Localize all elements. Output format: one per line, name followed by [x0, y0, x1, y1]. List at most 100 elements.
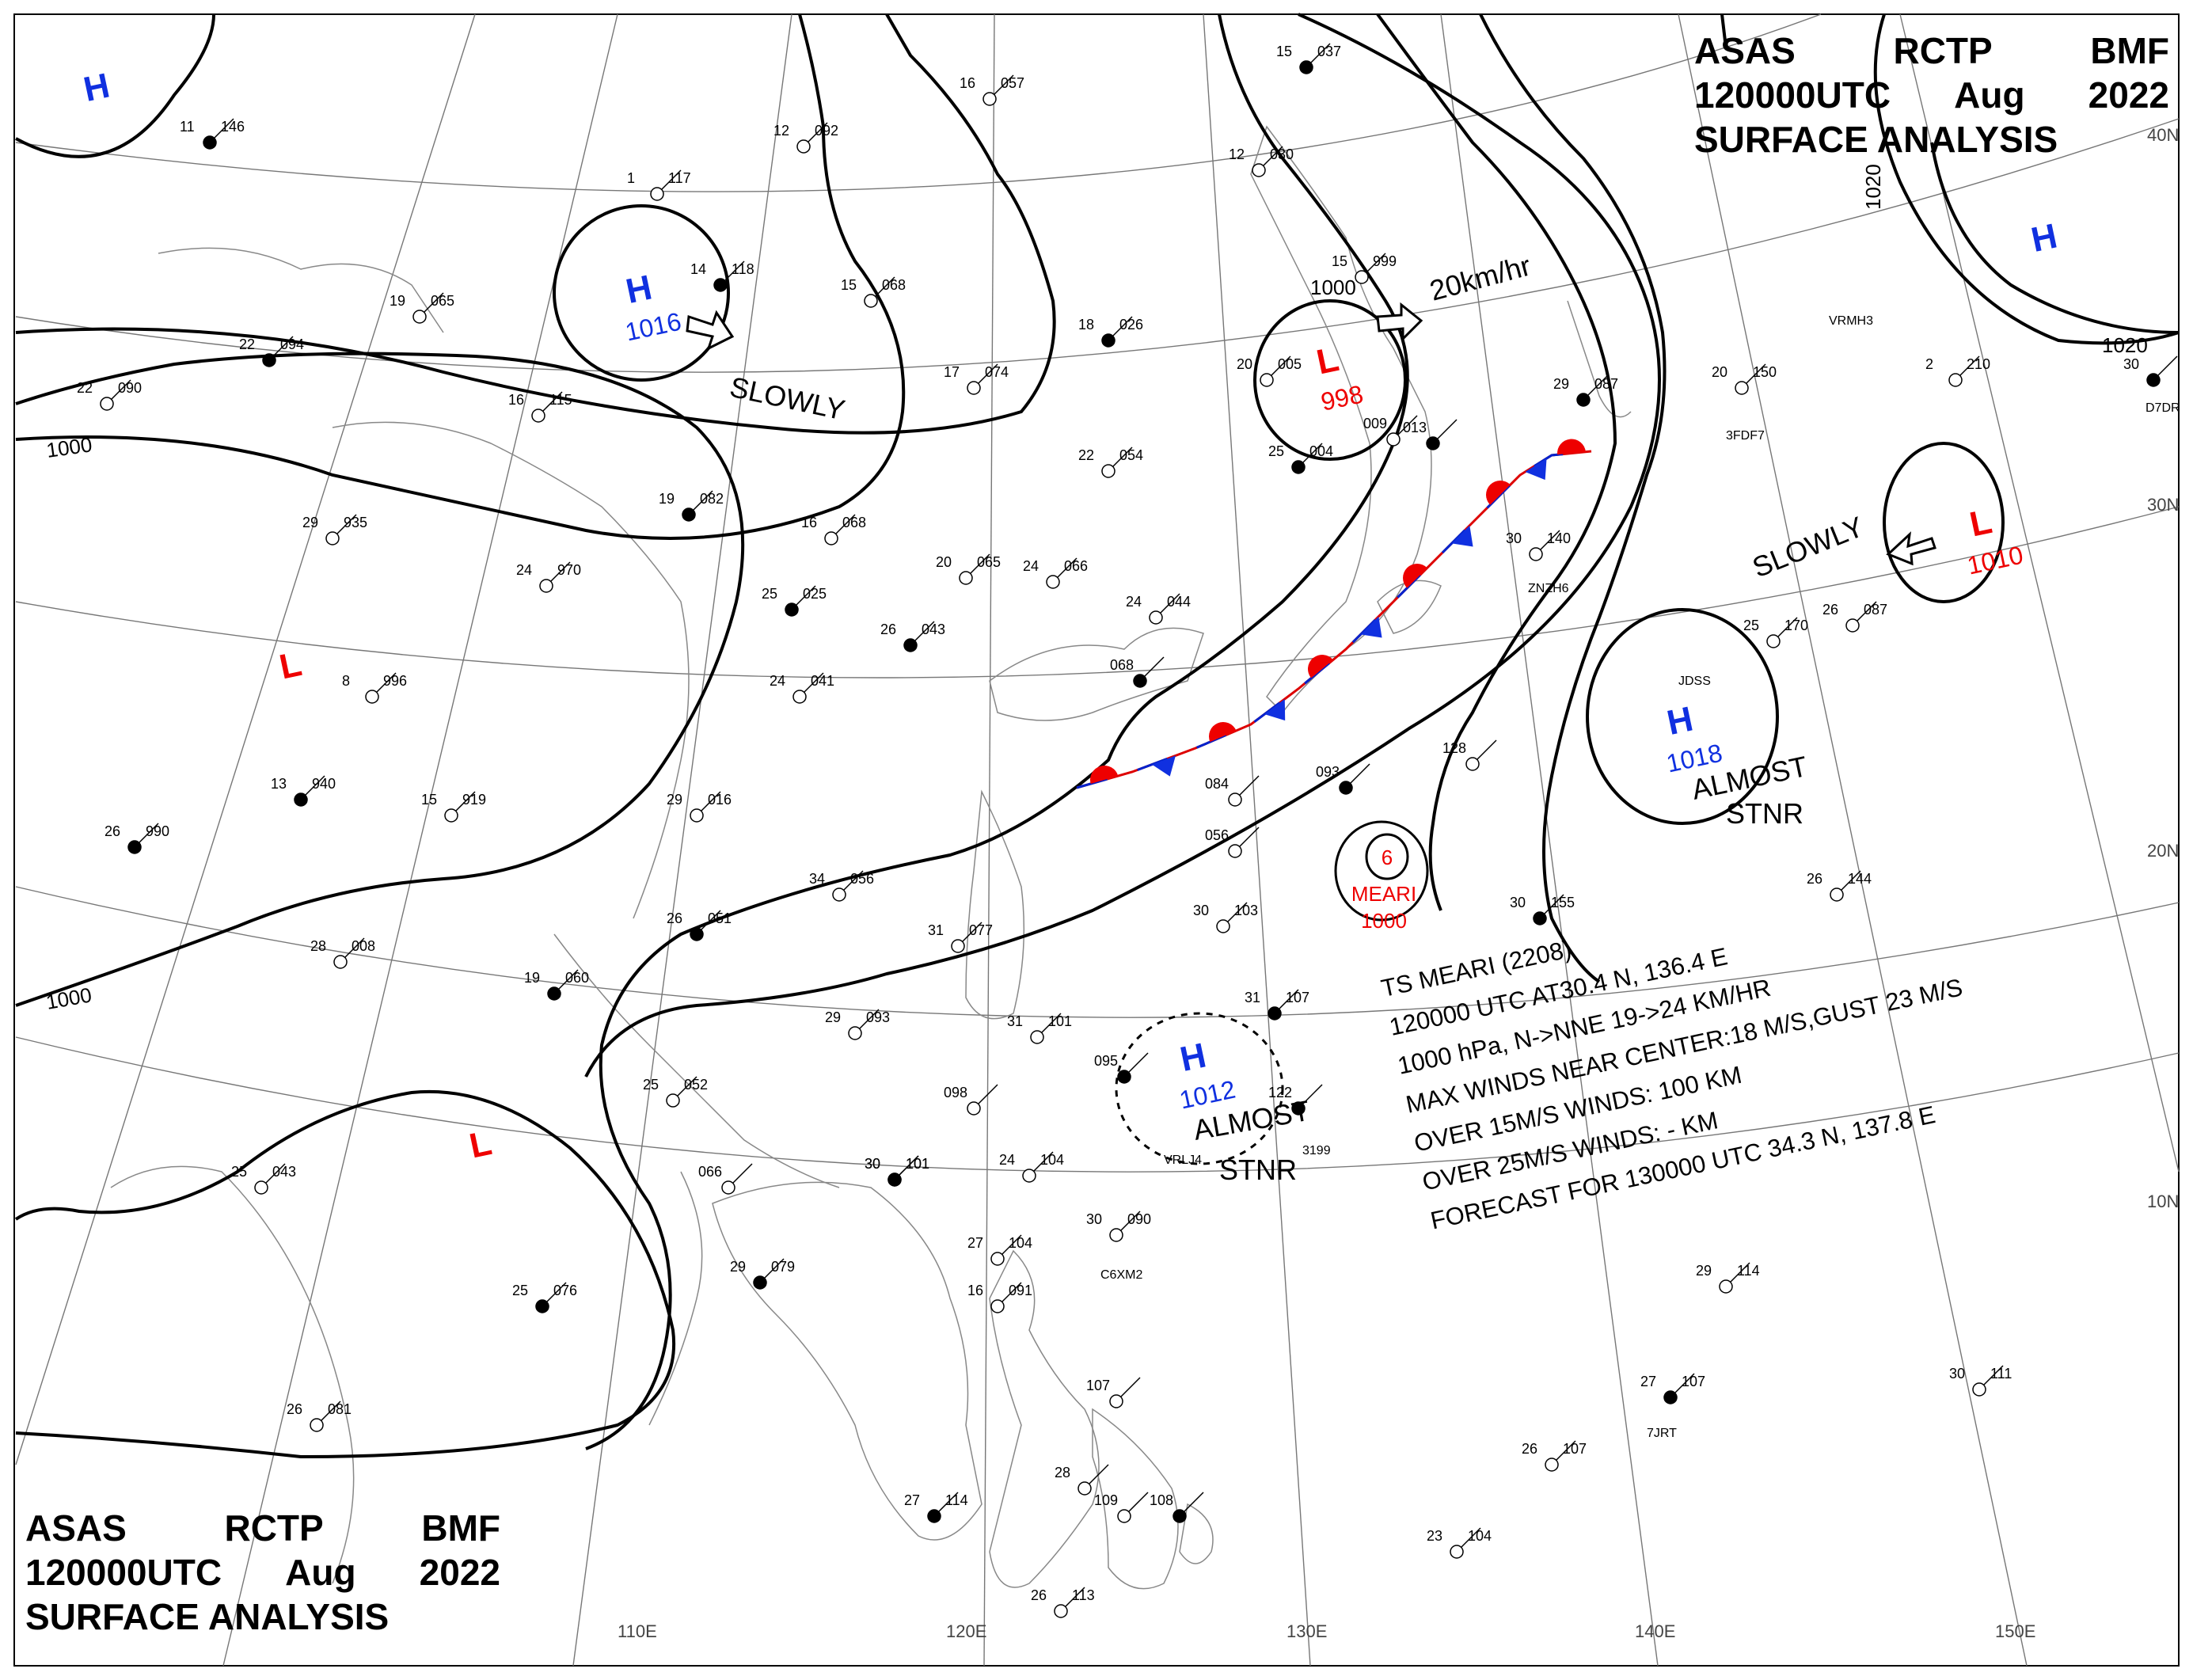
station-pressure: 093 [866, 1009, 890, 1025]
station-temperature: 23 [1427, 1528, 1442, 1544]
station-pressure: 113 [1072, 1587, 1095, 1603]
coast-outline [989, 627, 1204, 721]
typhoon-outer-isobar [1334, 820, 1429, 922]
station-circle [310, 1418, 324, 1432]
station: 068 [1110, 656, 1165, 688]
station-pressure: 030 [1270, 146, 1294, 162]
station-temperature: 27 [967, 1235, 983, 1251]
wind-barb [875, 276, 895, 297]
wind-barb [938, 1492, 959, 1512]
station: 24 044 [1126, 593, 1191, 625]
station-circle [650, 187, 664, 201]
station-circle [2146, 373, 2161, 387]
station-circle [848, 1026, 862, 1040]
station: 16 115 [508, 391, 572, 423]
station-pressure: 068 [882, 277, 906, 293]
station-temperature: 26 [880, 621, 896, 637]
station-pressure: 101 [906, 1156, 929, 1172]
isobar-high-1018 [1586, 608, 1779, 825]
station-pressure: 104 [1040, 1152, 1064, 1168]
coast-outline [648, 1171, 703, 1426]
station-circle [951, 939, 965, 953]
station-pressure: 025 [803, 586, 827, 602]
station-temperature: 29 [667, 792, 682, 808]
station-circle [1386, 432, 1401, 447]
station: 30 [2123, 355, 2178, 387]
station-pressure: 115 [549, 392, 572, 408]
station-circle [1533, 911, 1547, 926]
station: 26 990 [105, 823, 169, 854]
isobar [1479, 13, 1667, 983]
station-pressure: 940 [312, 776, 336, 792]
station-pressure: 111 [1990, 1366, 2012, 1382]
station-pressure: 079 [771, 1259, 795, 1275]
station-circle [1260, 373, 1274, 387]
header-code-3: BMF [2090, 30, 2169, 71]
station-pressure: 056 [850, 871, 874, 887]
wind-barb [376, 672, 397, 693]
station-temperature: 26 [1031, 1587, 1047, 1603]
station-pressure: 999 [1373, 253, 1397, 269]
station-temperature: 2 [1925, 356, 1933, 372]
typhoon-name: MEARI [1351, 882, 1416, 906]
station: 31 107 [1245, 989, 1309, 1021]
isobar [14, 1089, 676, 1459]
longitude-line [15, 13, 476, 1465]
typhoon-symbol: 6 [1382, 846, 1393, 869]
station-temperature: 093 [1316, 764, 1340, 780]
station-temperature: 15 [841, 277, 857, 293]
station: 25 004 [1268, 443, 1333, 474]
station-temperature: 24 [999, 1152, 1015, 1168]
station-temperature: 24 [1023, 558, 1039, 574]
motion-arrow [686, 310, 735, 351]
station: 20 150 [1712, 363, 1777, 395]
wind-barb [808, 122, 828, 143]
longitude-line [1899, 13, 2180, 1173]
ship-id: 7JRT [1647, 1427, 1677, 1440]
wind-barb [804, 672, 824, 693]
ship-id: VRMH3 [1829, 314, 1873, 328]
station-pressure: 004 [1309, 443, 1333, 459]
station-circle [531, 409, 545, 423]
station: 27 114 [904, 1492, 968, 1523]
station-pressure: 140 [1547, 530, 1571, 546]
longitude-line [1678, 13, 2028, 1667]
wind-barb [542, 391, 563, 412]
header-code-2: RCTP [224, 1507, 324, 1549]
wind-barb [835, 514, 856, 534]
station-pressure: 065 [431, 293, 454, 309]
station-circle [824, 531, 838, 545]
station-circle [1077, 1481, 1092, 1496]
longitude-label: 130E [1287, 1621, 1327, 1641]
wind-barb [962, 922, 982, 942]
wind-barb [764, 1258, 785, 1279]
station: 098 [944, 1084, 998, 1116]
station: 19 065 [390, 292, 454, 324]
wind-barb [732, 1163, 753, 1184]
station: 26 051 [667, 910, 732, 941]
station: 15 919 [421, 791, 486, 823]
station-circle [1173, 1509, 1187, 1523]
wind-barb [550, 561, 571, 582]
station: 28 [1055, 1464, 1109, 1496]
station-pressure: 060 [565, 970, 589, 986]
wind-barb [1397, 415, 1418, 435]
station-circle [333, 955, 348, 969]
wind-barb [1057, 557, 1077, 578]
station: 25 052 [643, 1076, 708, 1108]
station-temperature: 16 [801, 515, 817, 530]
station: 26 113 [1031, 1587, 1095, 1618]
station: 108 [1150, 1492, 1204, 1523]
header-month: Aug [1954, 74, 2025, 116]
wind-barb [1001, 1234, 1022, 1255]
longitude-line [1203, 13, 1311, 1667]
station: 22 094 [239, 336, 304, 367]
latitude-line [15, 506, 2180, 678]
station-temperature: 16 [960, 75, 975, 91]
wind-barb [1279, 989, 1299, 1009]
station-pressure: 101 [1048, 1013, 1072, 1029]
wind-barb [1587, 375, 1608, 396]
